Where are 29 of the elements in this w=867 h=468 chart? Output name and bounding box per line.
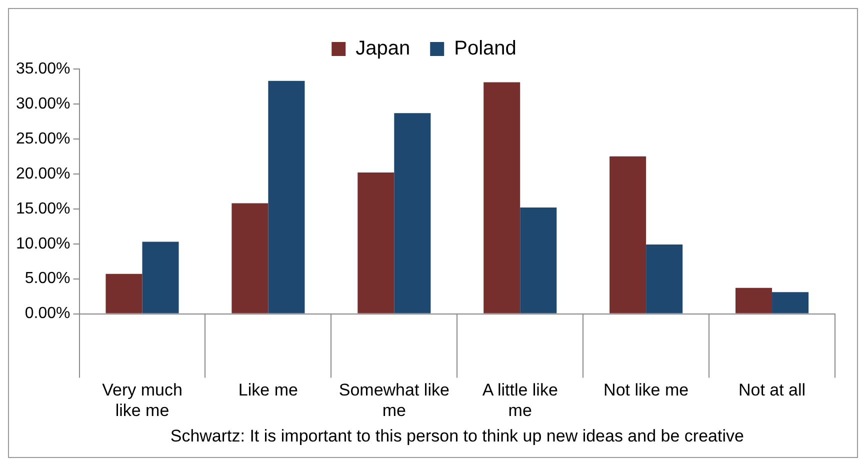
bar [394, 113, 431, 314]
y-tick-label: 25.00% [16, 130, 70, 148]
bar [646, 244, 683, 314]
x-tick-label: Like me [238, 380, 298, 400]
x-tick-label: A little like me [482, 380, 558, 420]
x-tick-label: Very much like me [102, 380, 182, 420]
x-axis-title: Schwartz: It is important to this person to think up new ideas and be creative [170, 426, 744, 446]
bar [358, 172, 394, 314]
x-tick-label: Not at all [738, 380, 806, 400]
bar [735, 288, 772, 314]
bar [142, 242, 179, 314]
bar [268, 80, 305, 314]
y-tick-label: 10.00% [16, 235, 70, 252]
y-tick-label: 5.00% [24, 270, 70, 288]
y-tick-label: 30.00% [16, 95, 70, 112]
y-tick-label: 20.00% [16, 165, 70, 182]
y-tick-label: 35.00% [16, 60, 70, 78]
bar [772, 292, 809, 314]
y-tick-label: 15.00% [16, 200, 70, 218]
legend-label: Japan [356, 38, 410, 60]
y-tick-label: 0.00% [24, 305, 70, 322]
bar [520, 207, 557, 314]
bar [610, 156, 646, 314]
legend-label: Poland [454, 38, 516, 60]
bar [484, 82, 520, 314]
x-tick-label: Somewhat like me [338, 380, 450, 420]
x-tick-label: Not like me [604, 380, 689, 400]
bar [106, 274, 142, 314]
bar [232, 203, 268, 314]
